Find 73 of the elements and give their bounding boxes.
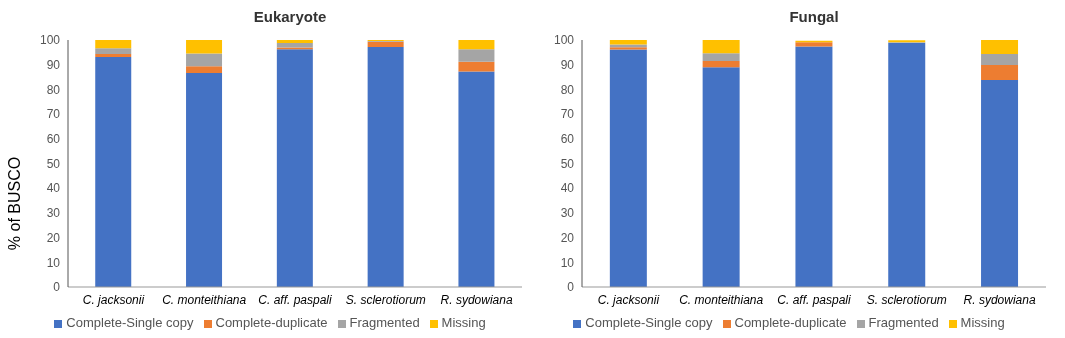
- chart-title: Fungal: [788, 8, 840, 27]
- bar: [458, 71, 495, 287]
- bar: [702, 61, 740, 68]
- bar: [186, 40, 223, 54]
- chart-title: Eukaryote: [252, 8, 328, 27]
- bar: [702, 53, 740, 61]
- y-tick-label: 20: [560, 230, 575, 245]
- bar: [888, 42, 926, 287]
- y-tick-label: 40: [560, 181, 575, 196]
- x-tick-label: C. monteithiana: [162, 292, 247, 307]
- y-tick-label: 100: [39, 33, 61, 48]
- x-tick-label: C. jacksonii: [82, 292, 145, 307]
- y-tick-label: 10: [560, 255, 575, 270]
- x-tick-label: C. aff. paspali: [777, 292, 852, 307]
- bar: [95, 40, 132, 49]
- bar: [95, 48, 132, 55]
- legend-label: Missing: [441, 315, 486, 330]
- y-tick-label: 90: [560, 57, 575, 72]
- bar: [367, 41, 404, 47]
- bar: [186, 73, 223, 287]
- bar: [609, 49, 647, 287]
- x-tick-label: R. sydowiana: [440, 292, 513, 307]
- y-tick-label: 50: [46, 156, 61, 171]
- legend-label: Fragmented: [349, 315, 420, 330]
- bar: [702, 67, 740, 287]
- y-tick-label: 0: [53, 280, 61, 295]
- y-tick-label: 0: [567, 280, 575, 295]
- y-tick-label: 70: [560, 107, 575, 122]
- bar: [458, 40, 495, 50]
- y-tick-label: 10: [46, 255, 61, 270]
- legend-label: Complete-Single copy: [66, 315, 194, 330]
- y-tick-label: 20: [46, 230, 61, 245]
- bar: [276, 42, 313, 48]
- y-tick-label: 60: [560, 132, 575, 147]
- legend-label: Complete-Single copy: [585, 315, 713, 330]
- y-tick-label: 100: [553, 33, 575, 48]
- x-tick-label: S. sclerotiorum: [866, 292, 947, 307]
- bar: [276, 49, 313, 287]
- y-tick-label: 50: [560, 156, 575, 171]
- y-tick-label: 80: [46, 82, 61, 97]
- bar: [981, 64, 1019, 81]
- bar: [276, 40, 313, 43]
- bar: [981, 80, 1019, 287]
- bar: [95, 57, 132, 287]
- y-tick-label: 60: [46, 132, 61, 147]
- legend-label: Complete-duplicate: [215, 315, 328, 330]
- y-tick-label: 70: [46, 107, 61, 122]
- bar: [458, 49, 495, 62]
- bar: [186, 66, 223, 74]
- bar: [981, 54, 1019, 65]
- y-tick-label: 40: [46, 181, 61, 196]
- bar: [795, 42, 833, 47]
- y-tick-label: 30: [46, 206, 61, 221]
- y-tick-label: 90: [46, 57, 61, 72]
- x-tick-label: S. sclerotiorum: [345, 292, 426, 307]
- y-axis-title: % of BUSCO: [5, 156, 23, 251]
- legend-label: Missing: [960, 315, 1005, 330]
- x-tick-label: C. monteithiana: [679, 292, 764, 307]
- x-tick-label: R. sydowiana: [963, 292, 1036, 307]
- y-tick-label: 80: [560, 82, 575, 97]
- x-tick-label: C. jacksonii: [597, 292, 660, 307]
- legend-label: Complete-duplicate: [734, 315, 847, 330]
- legend-label: Fragmented: [868, 315, 939, 330]
- bar: [795, 46, 833, 287]
- bar: [186, 53, 223, 67]
- bar: [609, 40, 647, 45]
- bar: [702, 40, 740, 54]
- bar: [458, 61, 495, 72]
- bar: [95, 54, 132, 58]
- bar: [367, 46, 404, 287]
- y-tick-label: 30: [560, 206, 575, 221]
- x-tick-label: C. aff. paspali: [258, 292, 333, 307]
- bar: [981, 40, 1019, 55]
